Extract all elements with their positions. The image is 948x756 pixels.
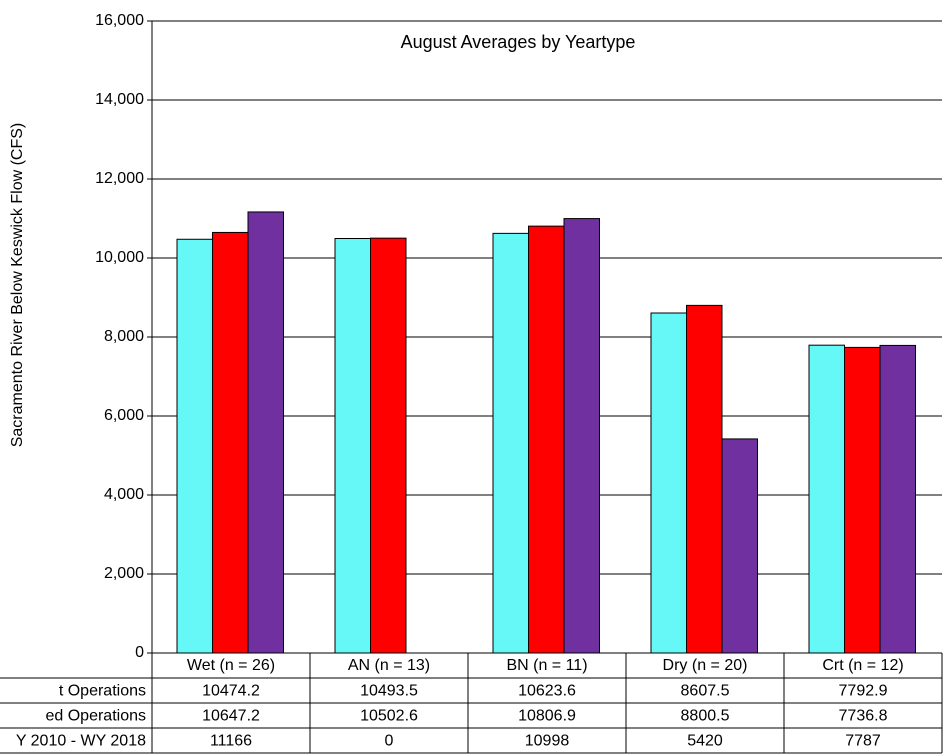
bar bbox=[721, 438, 758, 654]
data-label: 7792.9 bbox=[839, 683, 888, 700]
bar bbox=[686, 304, 723, 654]
data-label: 10493.5 bbox=[360, 683, 418, 700]
y-tick-label: 0 bbox=[135, 644, 144, 661]
y-tick-label: 16,000 bbox=[95, 12, 144, 29]
data-label: 11166 bbox=[210, 733, 252, 750]
bar bbox=[370, 237, 407, 654]
bar bbox=[247, 211, 284, 654]
y-tick-label: 2,000 bbox=[104, 565, 144, 582]
data-label: 8800.5 bbox=[681, 708, 730, 725]
bar bbox=[879, 344, 916, 654]
data-label: 10623.6 bbox=[518, 683, 576, 700]
data-label: 7787 bbox=[845, 733, 881, 750]
category-label: AN (n = 13) bbox=[348, 657, 430, 674]
category-label: BN (n = 11) bbox=[506, 657, 587, 674]
bar bbox=[650, 312, 687, 654]
legend-label: t Operations bbox=[59, 683, 146, 700]
category-label: Crt (n = 12) bbox=[822, 657, 903, 674]
y-tick-label: 8,000 bbox=[104, 328, 144, 345]
bar bbox=[212, 231, 249, 654]
category-label: Wet (n = 26) bbox=[187, 657, 275, 674]
y-tick-label: 12,000 bbox=[95, 170, 144, 187]
y-tick-label: 4,000 bbox=[104, 486, 144, 503]
data-label: 5420 bbox=[687, 733, 723, 750]
y-tick-label: 6,000 bbox=[104, 407, 144, 424]
bar bbox=[563, 218, 600, 654]
y-tick-label: 10,000 bbox=[95, 249, 144, 266]
data-label: 10502.6 bbox=[360, 708, 418, 725]
bar bbox=[808, 344, 845, 654]
y-tick-label: 14,000 bbox=[95, 91, 144, 108]
data-label: 0 bbox=[385, 733, 394, 750]
chart-title: August Averages by Yeartype bbox=[401, 32, 636, 52]
bar bbox=[176, 238, 213, 654]
bar bbox=[844, 346, 881, 654]
bar bbox=[528, 225, 565, 654]
bar bbox=[334, 238, 371, 654]
legend-label: ed Operations bbox=[45, 708, 146, 725]
y-axis-label: Sacramento River Below Keswick Flow (CFS… bbox=[9, 123, 26, 448]
data-label: 10474.2 bbox=[202, 683, 260, 700]
legend-label: Y 2010 - WY 2018 bbox=[16, 733, 146, 750]
data-label: 7736.8 bbox=[839, 708, 888, 725]
data-label: 10998 bbox=[525, 733, 570, 750]
bar bbox=[492, 232, 529, 654]
data-label: 10806.9 bbox=[518, 708, 576, 725]
data-label: 8607.5 bbox=[681, 683, 730, 700]
category-label: Dry (n = 20) bbox=[663, 657, 748, 674]
data-label: 10647.2 bbox=[202, 708, 260, 725]
